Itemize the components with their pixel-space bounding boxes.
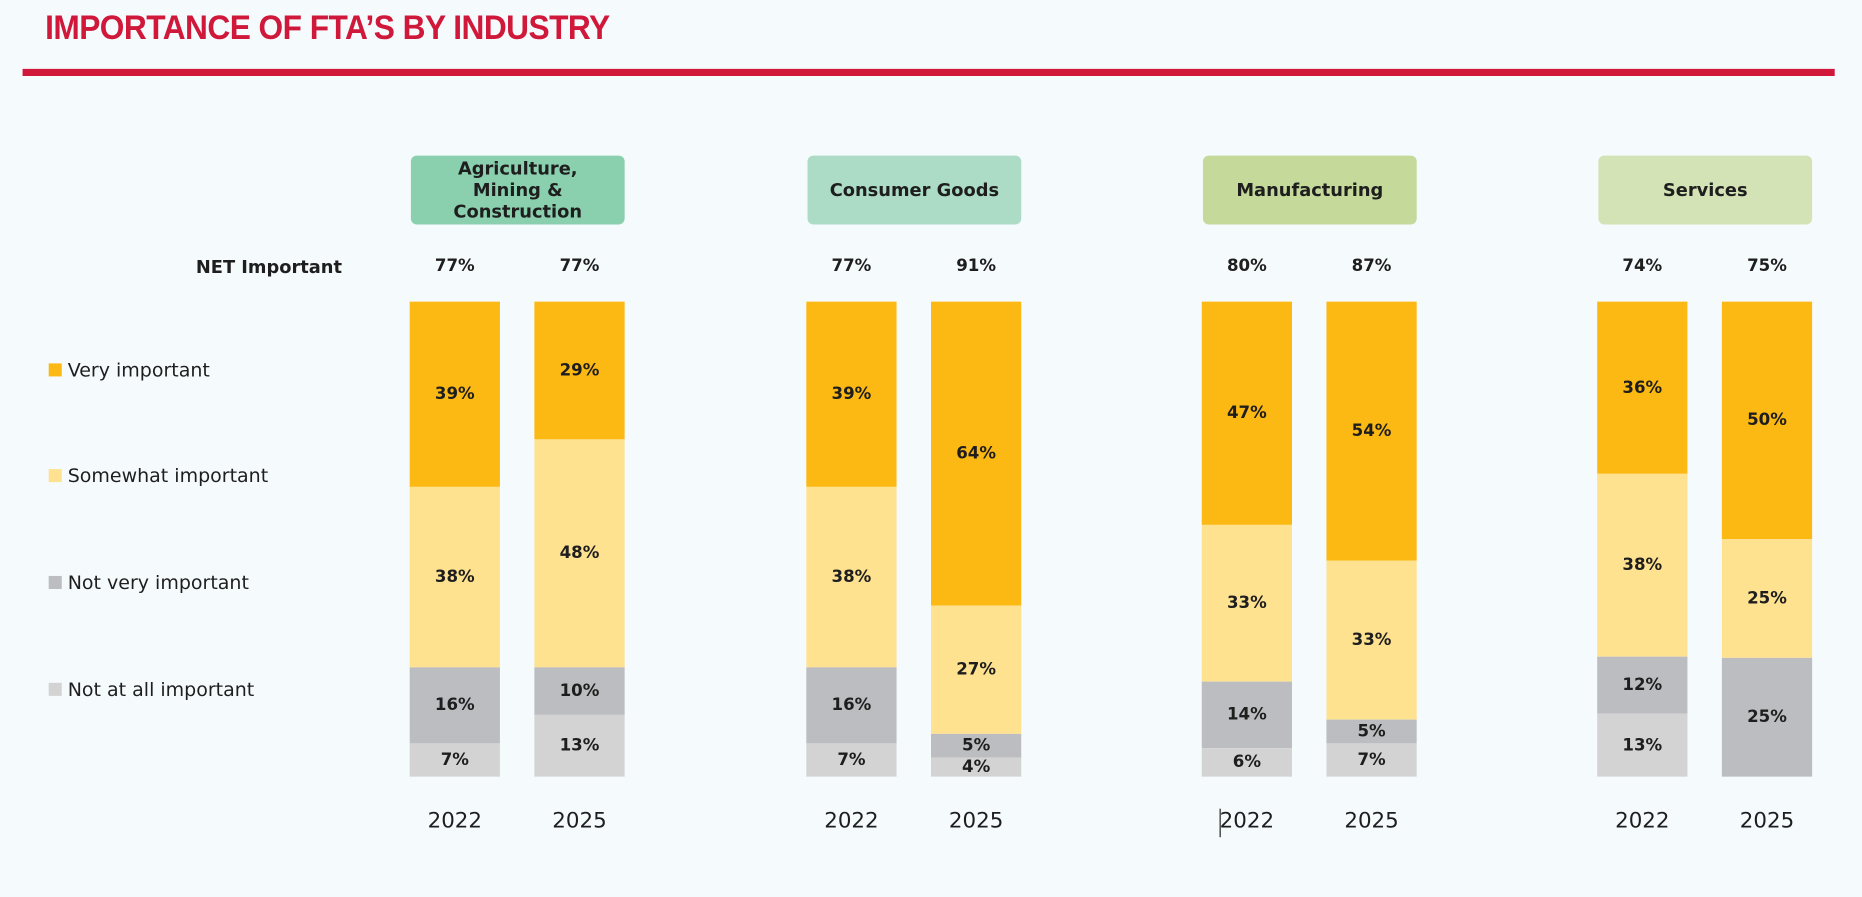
net-important-value: 77% (559, 256, 600, 276)
bar-segment-not-very: 5% (931, 733, 1022, 758)
net-important-label: NET Important (195, 256, 342, 278)
industry-header: Manufacturing (1202, 155, 1417, 225)
bar-segment-very: 54% (1326, 301, 1417, 561)
bar-segment-somewhat: 38% (806, 486, 897, 668)
net-important-value: 75% (1747, 256, 1787, 276)
net-important-value: 77% (434, 256, 475, 276)
bar-segment-very: 39% (806, 301, 897, 487)
net-important-value: 91% (956, 256, 997, 276)
bar-segment-very: 36% (1597, 301, 1688, 475)
bar-segment-very: 29% (534, 301, 625, 440)
bar-segment-not-at_all: 6% (1201, 748, 1292, 777)
bar-segment-somewhat: 33% (1326, 560, 1417, 720)
bar-segment-somewhat: 48% (534, 439, 625, 668)
bar-segment-not-very: 25% (1721, 657, 1813, 777)
bar-segment-not-at_all: 7% (1326, 743, 1417, 777)
legend-item-not_at_all: Not at all important (48, 678, 255, 701)
bar-segment-not-at_all: 4% (931, 757, 1022, 777)
legend-swatch (48, 363, 62, 377)
net-important-value: 87% (1351, 256, 1392, 276)
legend-swatch (48, 469, 62, 483)
year-label: 2022 (1219, 808, 1275, 834)
bar-segment-very: 64% (931, 301, 1022, 606)
net-important-value: 80% (1226, 256, 1267, 276)
year-label: 2025 (948, 808, 1004, 834)
industry-header: Agriculture, Mining & Construction (410, 155, 625, 225)
bar-segment-not-very: 16% (409, 667, 500, 744)
bar-segment-not-very: 5% (1326, 719, 1417, 744)
bar-segment-somewhat: 25% (1721, 539, 1813, 658)
bar-segment-very: 50% (1721, 301, 1813, 540)
bar-segment-not-at_all: 7% (409, 743, 500, 777)
year-label: 2025 (1739, 808, 1795, 834)
bar-segment-somewhat: 38% (1597, 474, 1688, 657)
bar-segment-somewhat: 33% (1201, 524, 1292, 682)
bar-segment-not-at_all: 13% (534, 714, 625, 777)
industry-header: Consumer Goods (807, 155, 1022, 225)
bar-segment-not-very: 16% (806, 667, 897, 744)
bar-segment-very: 39% (409, 301, 500, 487)
bar-segment-not-very: 14% (1201, 681, 1292, 749)
year-label: 2022 (824, 808, 879, 834)
legend-swatch (48, 682, 62, 696)
year-label: 2025 (552, 808, 607, 834)
industry-header: Services (1598, 155, 1813, 225)
bar-segment-not-at_all: 7% (806, 743, 897, 777)
legend-label: Not very important (67, 571, 249, 594)
bar-segment-not-very: 10% (534, 667, 625, 715)
legend-item-somewhat: Somewhat important (48, 464, 269, 487)
chart-title: IMPORTANCE OF FTA’S BY INDUSTRY (45, 9, 610, 48)
bar-segment-somewhat: 27% (931, 605, 1022, 734)
bar-segment-somewhat: 38% (409, 486, 500, 668)
bar-segment-very: 47% (1201, 301, 1292, 525)
title-rule (22, 68, 1835, 76)
bar-segment-not-very: 12% (1597, 656, 1688, 715)
year-label: 2022 (1615, 808, 1670, 834)
bar-segment-not-at_all: 13% (1597, 714, 1688, 777)
legend-label: Not at all important (67, 678, 255, 701)
legend-item-not_very: Not very important (48, 571, 249, 594)
legend-label: Somewhat important (67, 464, 269, 487)
legend-item-very: Very important (48, 358, 210, 382)
legend-swatch (48, 575, 62, 589)
year-label: 2025 (1344, 808, 1399, 834)
year-label: 2022 (427, 808, 483, 834)
legend-label: Very important (67, 358, 210, 382)
net-important-value: 77% (831, 256, 872, 276)
text-cursor (1219, 808, 1221, 838)
net-important-value: 74% (1622, 256, 1663, 276)
